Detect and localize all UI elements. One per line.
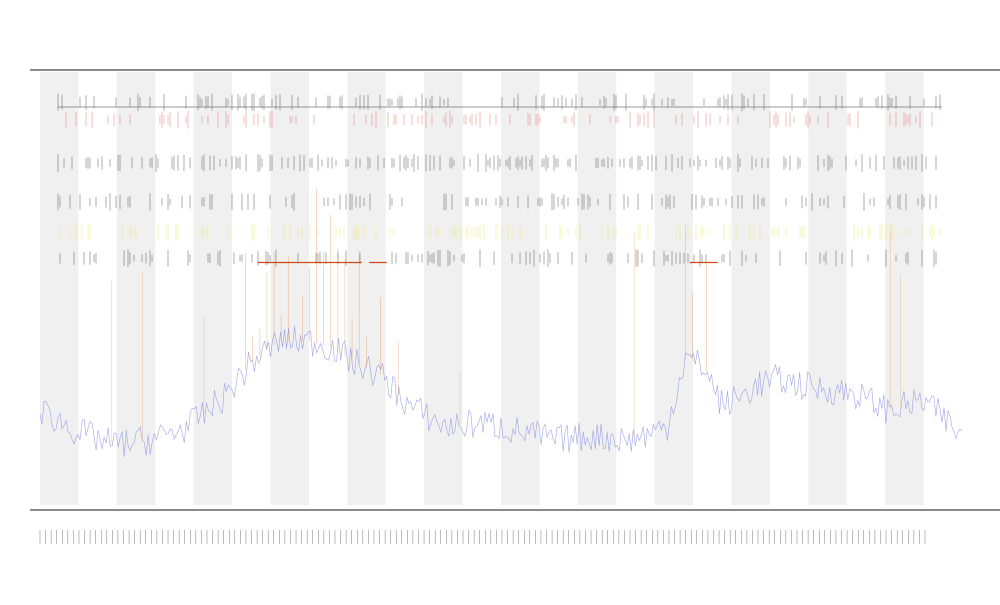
series-layer xyxy=(39,188,963,457)
shaded-band xyxy=(885,72,924,505)
shaded-band xyxy=(577,72,617,505)
shaded-band xyxy=(347,72,386,505)
shaded-band xyxy=(654,72,694,505)
shaded-band xyxy=(424,72,463,505)
shaded-band xyxy=(40,72,79,505)
series-line xyxy=(39,325,963,457)
shaded-band xyxy=(808,72,847,505)
shaded-band xyxy=(731,72,770,505)
shaded-bands xyxy=(40,72,924,505)
shaded-band xyxy=(270,72,309,505)
x-ticks xyxy=(39,530,926,544)
shaded-band xyxy=(193,72,233,505)
shaded-band xyxy=(501,72,540,505)
event-rows xyxy=(57,93,942,268)
